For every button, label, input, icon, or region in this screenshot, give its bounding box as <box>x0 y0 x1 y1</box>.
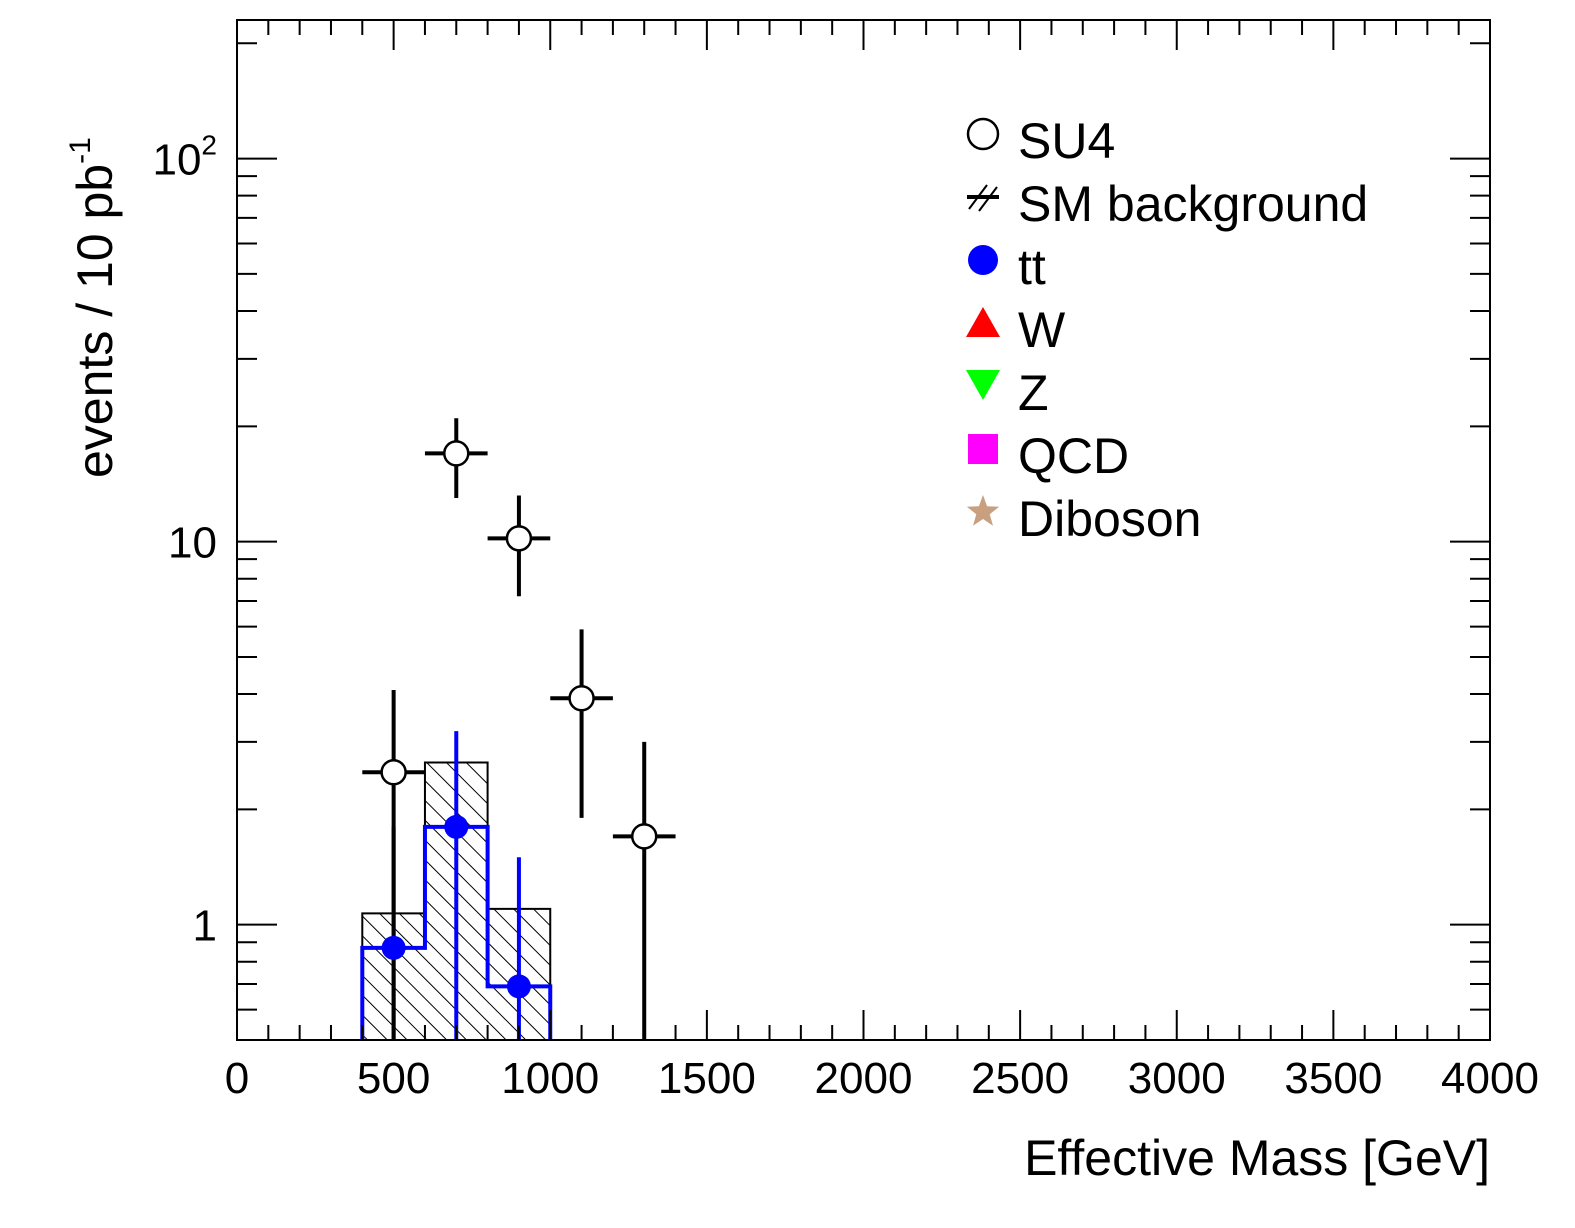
legend-entry: Diboson <box>966 491 1201 547</box>
legend-marker-square <box>968 434 998 464</box>
legend-label: W <box>1018 302 1066 358</box>
legend-label: Z <box>1018 365 1049 421</box>
legend-entry: tt <box>968 239 1046 295</box>
x-axis-title: Effective Mass [GeV] <box>1024 1130 1490 1186</box>
x-tick-label: 500 <box>357 1054 430 1103</box>
legend-label: QCD <box>1018 428 1129 484</box>
x-tick-label: 3000 <box>1128 1054 1226 1103</box>
su4-point <box>630 823 658 850</box>
su4-point <box>568 685 595 712</box>
x-tick-label: 0 <box>225 1054 249 1103</box>
y-tick-label: 10 <box>168 519 217 568</box>
axis-ticks <box>236 20 1491 1041</box>
legend-entry: QCD <box>968 428 1129 484</box>
x-tick-label: 1500 <box>658 1054 756 1103</box>
su4-point <box>380 759 407 786</box>
legend-marker-hatch <box>978 186 998 212</box>
legend-entry: SM background <box>967 176 1368 232</box>
y-tick-labels: 1 10 102 <box>152 130 217 951</box>
legend-marker-triangle-down <box>966 370 1000 400</box>
legend-marker-open-circle <box>966 117 1000 151</box>
x-tick-label: 4000 <box>1441 1054 1539 1103</box>
tt-point <box>444 814 469 839</box>
tt-point <box>506 974 531 999</box>
legend-marker-star <box>966 495 1000 526</box>
y-axis-title-sup: -1 <box>64 137 97 164</box>
x-tick-label: 1000 <box>501 1054 599 1103</box>
legend-marker-hatch <box>968 184 988 210</box>
legend-entry: Z <box>966 365 1049 421</box>
legend-label: tt <box>1018 239 1046 295</box>
su4-point <box>505 525 533 552</box>
data-markers <box>380 440 658 999</box>
x-tick-label: 3500 <box>1284 1054 1382 1103</box>
y-axis-title-main: events / 10 pb <box>67 164 123 478</box>
legend-entry: SU4 <box>966 113 1115 169</box>
y-axis-title: events / 10 pb-1 <box>64 137 123 478</box>
legend-entry: W <box>966 302 1066 358</box>
y-tick-label: 1 <box>193 902 217 951</box>
legend-label: SM background <box>1018 176 1368 232</box>
legend-marker-triangle-up <box>966 307 1000 337</box>
tt-point <box>381 935 406 960</box>
y-tick-label: 102 <box>152 130 217 185</box>
su4-point <box>443 440 470 467</box>
legend: SU4 SM background tt WZ QCD Diboson <box>966 113 1368 547</box>
x-tick-label: 2500 <box>971 1054 1069 1103</box>
legend-label: SU4 <box>1018 113 1115 169</box>
legend-marker-filled-circle <box>968 245 998 275</box>
x-tick-labels: 0 500 1000 1500 2000 2500 3000 3500 4000 <box>225 1054 1539 1103</box>
x-tick-label: 2000 <box>815 1054 913 1103</box>
legend-label: Diboson <box>1018 491 1201 547</box>
